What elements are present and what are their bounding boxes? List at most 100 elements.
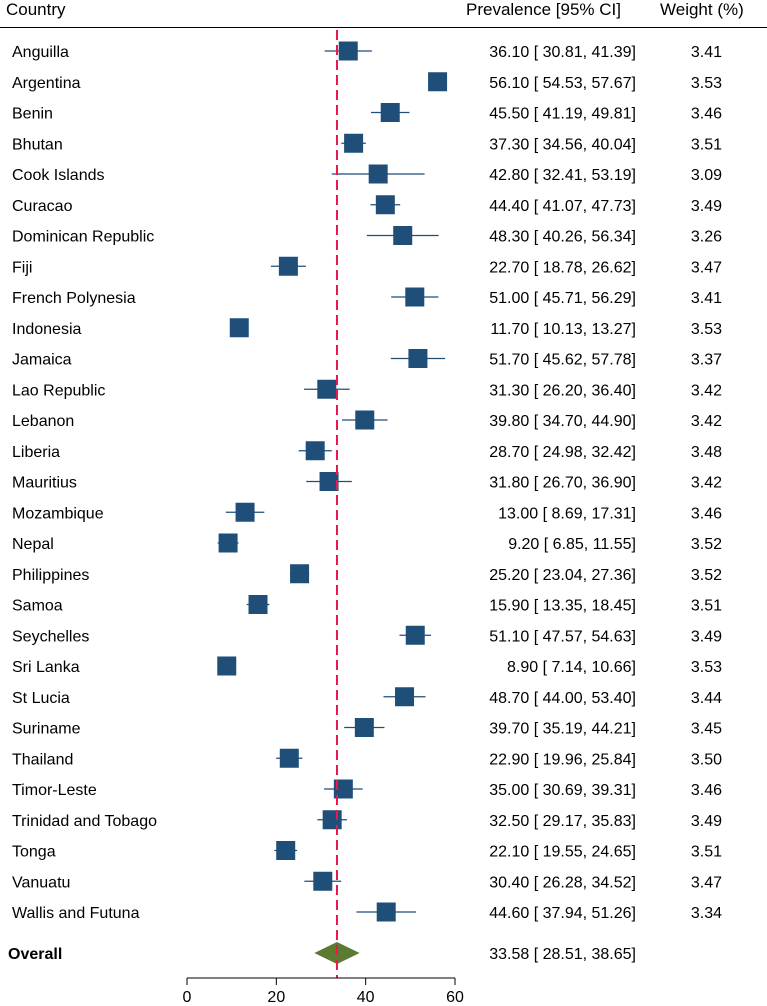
- weight-value: 3.46: [691, 106, 722, 123]
- x-tick-label: 40: [357, 989, 375, 1006]
- ci-text: 45.50 [ 41.19, 49.81]: [489, 106, 636, 123]
- point-estimate-box: [218, 533, 238, 553]
- weight-value: 3.09: [691, 167, 722, 184]
- weight-value: 3.50: [691, 751, 722, 768]
- country-label: Samoa: [12, 598, 63, 615]
- header-country: Country: [6, 0, 66, 19]
- country-label: Seychelles: [12, 628, 89, 645]
- ci-text: 39.80 [ 34.70, 44.90]: [489, 413, 636, 430]
- weight-value: 3.42: [691, 475, 722, 492]
- ci-text: 15.90 [ 13.35, 18.45]: [489, 598, 636, 615]
- point-estimate-box: [319, 472, 339, 491]
- point-estimate-box: [405, 625, 425, 645]
- point-estimate-box: [305, 441, 325, 461]
- country-label: Liberia: [12, 444, 60, 461]
- country-label: Benin: [12, 106, 53, 123]
- country-label: St Lucia: [12, 690, 70, 707]
- weight-value: 3.41: [691, 44, 722, 61]
- weight-value: 3.45: [691, 721, 722, 738]
- point-estimate-box: [290, 564, 310, 584]
- ci-text: 22.70 [ 18.78, 26.62]: [489, 259, 636, 276]
- country-label: Fiji: [12, 259, 32, 276]
- country-label: Suriname: [12, 721, 81, 738]
- weight-value: 3.47: [691, 259, 722, 276]
- ci-text: 51.00 [ 45.71, 56.29]: [489, 290, 636, 307]
- ci-text: 30.40 [ 26.28, 34.52]: [489, 874, 636, 891]
- country-label: Tonga: [12, 844, 56, 861]
- weight-value: 3.46: [691, 505, 722, 522]
- overall-label: Overall: [8, 946, 62, 963]
- country-label: Thailand: [12, 751, 73, 768]
- x-tick-label: 0: [183, 989, 192, 1006]
- ci-text: 56.10 [ 54.53, 57.67]: [489, 75, 636, 92]
- ci-text: 48.30 [ 40.26, 56.34]: [489, 229, 636, 246]
- point-estimate-box: [375, 195, 395, 215]
- weight-value: 3.41: [691, 290, 722, 307]
- country-label: Sri Lanka: [12, 659, 80, 676]
- ci-text: 51.10 [ 47.57, 54.63]: [489, 628, 636, 645]
- weight-value: 3.51: [691, 598, 722, 615]
- country-label: Trinidad and Tobago: [12, 813, 157, 830]
- weight-value: 3.44: [691, 690, 722, 707]
- weight-value: 3.47: [691, 874, 722, 891]
- country-label: Dominican Republic: [12, 229, 154, 246]
- ci-text: 28.70 [ 24.98, 32.42]: [489, 444, 636, 461]
- point-estimate-box: [428, 72, 448, 92]
- ci-text: 35.00 [ 30.69, 39.31]: [489, 782, 636, 799]
- ci-text: 13.00 [ 8.69, 17.31]: [498, 505, 636, 522]
- ci-text: 42.80 [ 32.41, 53.19]: [489, 167, 636, 184]
- point-estimate-box: [322, 810, 342, 830]
- point-estimate-box: [276, 841, 296, 860]
- x-tick-label: 60: [446, 989, 464, 1006]
- ci-text: 32.50 [ 29.17, 35.83]: [489, 813, 636, 830]
- header-weight: Weight (%): [660, 0, 744, 19]
- weight-value: 3.42: [691, 382, 722, 399]
- ci-text: 31.80 [ 26.70, 36.90]: [489, 475, 636, 492]
- ci-text: 44.40 [ 41.07, 47.73]: [489, 198, 636, 215]
- point-estimate-box: [279, 748, 299, 768]
- x-tick-label: 20: [267, 989, 285, 1006]
- ci-text: 22.90 [ 19.96, 25.84]: [489, 751, 636, 768]
- country-label: Bhutan: [12, 136, 63, 153]
- point-estimate-box: [355, 410, 375, 430]
- point-estimate-box: [395, 687, 415, 707]
- header-rule: [0, 27, 767, 28]
- ci-text: 36.10 [ 30.81, 41.39]: [489, 44, 636, 61]
- country-label: Indonesia: [12, 321, 81, 338]
- ci-text: 9.20 [ 6.85, 11.55]: [508, 536, 636, 553]
- overall-ci-text: 33.58 [ 28.51, 38.65]: [489, 946, 636, 963]
- point-estimate-box: [380, 103, 400, 122]
- country-label: French Polynesia: [12, 290, 136, 307]
- point-estimate-box: [344, 133, 364, 153]
- weight-value: 3.51: [691, 844, 722, 861]
- ci-text: 39.70 [ 35.19, 44.21]: [489, 721, 636, 738]
- ci-text: 25.20 [ 23.04, 27.36]: [489, 567, 636, 584]
- country-label: Anguilla: [12, 44, 69, 61]
- country-label: Argentina: [12, 75, 81, 92]
- weight-value: 3.26: [691, 229, 722, 246]
- point-estimate-box: [248, 595, 268, 614]
- point-estimate-box: [333, 779, 353, 799]
- country-label: Curacao: [12, 198, 73, 215]
- country-label: Jamaica: [12, 352, 72, 369]
- point-estimate-box: [235, 502, 255, 522]
- weight-value: 3.49: [691, 628, 722, 645]
- weight-value: 3.52: [691, 567, 722, 584]
- weight-value: 3.34: [691, 905, 722, 922]
- ci-text: 44.60 [ 37.94, 51.26]: [489, 905, 636, 922]
- country-label: Philippines: [12, 567, 89, 584]
- country-label: Mozambique: [12, 505, 104, 522]
- ci-text: 11.70 [ 10.13, 13.27]: [490, 321, 636, 338]
- point-estimate-box: [278, 256, 298, 276]
- point-estimate-box: [229, 318, 249, 338]
- weight-value: 3.51: [691, 136, 722, 153]
- point-estimate-box: [393, 226, 413, 245]
- country-label: Lao Republic: [12, 382, 105, 399]
- ci-text: 22.10 [ 19.55, 24.65]: [489, 844, 636, 861]
- weight-value: 3.46: [691, 782, 722, 799]
- weight-value: 3.49: [691, 198, 722, 215]
- weight-value: 3.53: [691, 75, 722, 92]
- country-label: Lebanon: [12, 413, 74, 430]
- country-label: Vanuatu: [12, 874, 70, 891]
- country-label: Wallis and Futuna: [12, 905, 140, 922]
